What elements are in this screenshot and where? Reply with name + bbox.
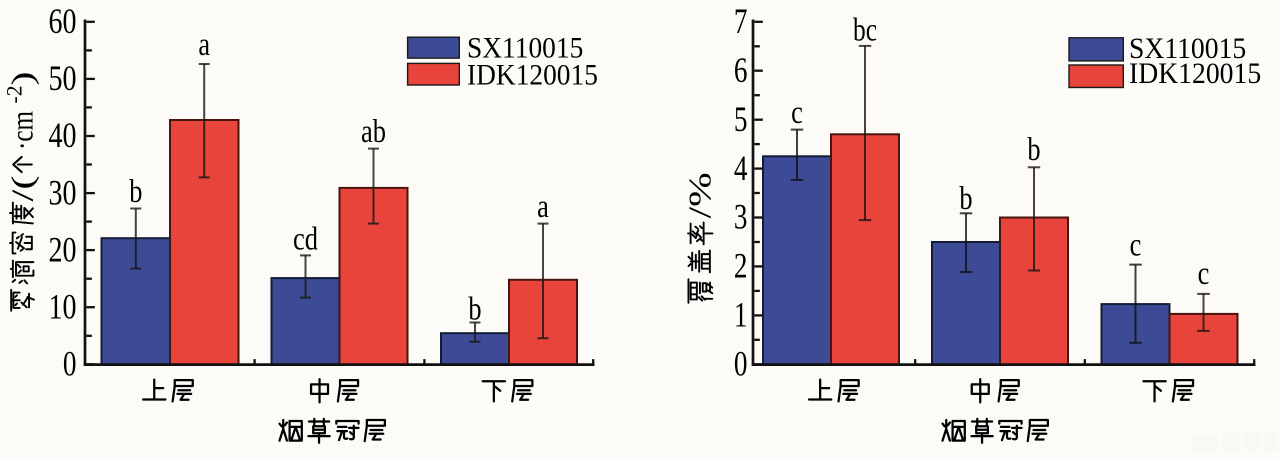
svg-text:5: 5 bbox=[734, 99, 748, 139]
svg-text:0: 0 bbox=[63, 344, 77, 384]
svg-text:40: 40 bbox=[49, 115, 77, 155]
svg-text:10: 10 bbox=[49, 286, 77, 326]
svg-text:b: b bbox=[959, 181, 972, 217]
svg-text:SX110015: SX110015 bbox=[467, 32, 583, 65]
svg-text:b: b bbox=[1027, 132, 1040, 168]
svg-text:1: 1 bbox=[734, 295, 748, 335]
svg-text:·cm: ·cm bbox=[5, 111, 40, 150]
svg-text:): ) bbox=[5, 72, 40, 86]
svg-text:IDK120015: IDK120015 bbox=[467, 59, 598, 92]
svg-text:c: c bbox=[1130, 227, 1142, 263]
svg-text:c: c bbox=[1198, 256, 1210, 292]
svg-text:b: b bbox=[129, 174, 142, 210]
svg-text:20: 20 bbox=[49, 229, 77, 269]
svg-text:2: 2 bbox=[734, 246, 748, 286]
svg-text:/(: /( bbox=[5, 176, 40, 202]
svg-text:a: a bbox=[537, 189, 549, 225]
svg-text:cd: cd bbox=[293, 222, 318, 258]
svg-text:b: b bbox=[468, 292, 481, 328]
svg-text:a: a bbox=[198, 27, 210, 63]
svg-text:60: 60 bbox=[49, 1, 77, 41]
svg-text:c: c bbox=[791, 95, 803, 131]
svg-text:/%: /% bbox=[682, 172, 718, 218]
svg-text:bc: bc bbox=[853, 13, 877, 49]
svg-text:SX110015: SX110015 bbox=[1129, 32, 1246, 65]
svg-text:4: 4 bbox=[734, 148, 748, 188]
svg-text:0: 0 bbox=[734, 344, 748, 384]
svg-text:30: 30 bbox=[49, 172, 77, 212]
svg-text:-2: -2 bbox=[2, 86, 27, 104]
svg-text:IDK120015: IDK120015 bbox=[1129, 57, 1261, 90]
svg-text:ab: ab bbox=[361, 114, 386, 150]
svg-text:6: 6 bbox=[734, 50, 748, 90]
svg-text:3: 3 bbox=[734, 197, 748, 237]
svg-text:7: 7 bbox=[734, 1, 748, 41]
svg-text:50: 50 bbox=[49, 58, 77, 98]
